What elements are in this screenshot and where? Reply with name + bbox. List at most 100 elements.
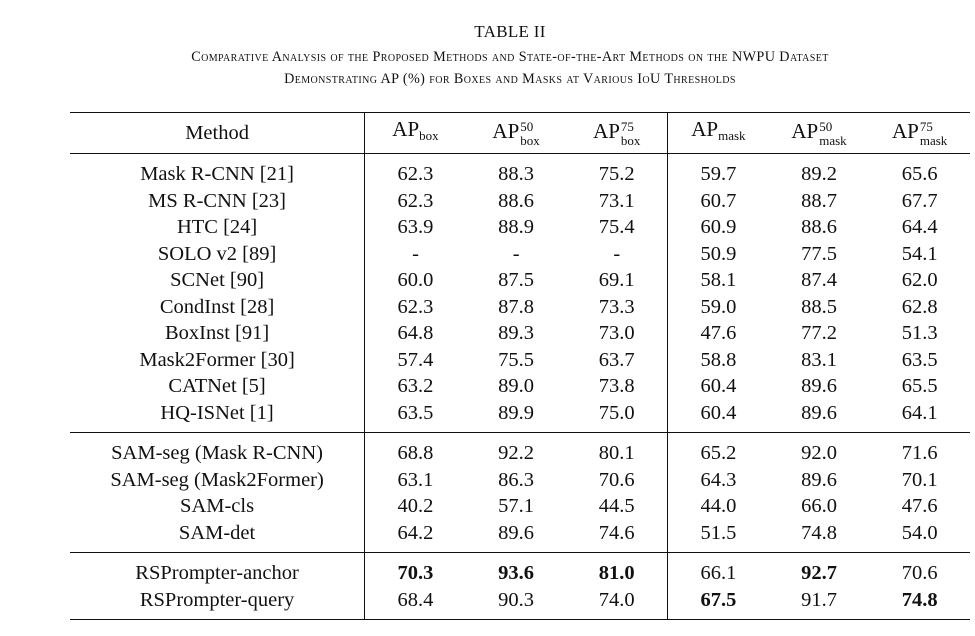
metric-value-cell: 74.0: [566, 586, 669, 620]
metric-value-cell: 65.5: [901, 375, 938, 397]
header-ap50-mask-base: AP: [791, 119, 819, 144]
metric-value-cell: 68.4: [364, 586, 466, 620]
table-row: SAM-cls 40.2 57.1 44.5 44.0 66.0 47.6: [70, 493, 970, 520]
header-ap75-mask-sub: mask: [919, 132, 948, 148]
metric-value-cell: 89.0: [498, 375, 535, 397]
baseline-methods-group: Mask R-CNN [21] 62.3 88.3 75.2 59.7 89.2 65.6 M…: [70, 153, 970, 433]
table-row: SCNet [90] 60.0 87.5 69.1 58.1 87.4 62.0: [70, 267, 970, 294]
method-name-cell: SCNet [90]: [70, 267, 366, 294]
metric-value-cell: 57.4: [397, 348, 434, 371]
metric-value-cell: 73.0: [566, 320, 669, 347]
metric-value-cell: 54.0: [901, 521, 938, 544]
table-row: HQ-ISNet [1] 63.5 89.9 75.0 60.4 89.6 64.1: [70, 399, 970, 433]
header-ap50-mask-sup: 50: [819, 118, 833, 134]
metric-value-cell: 50.9: [700, 242, 737, 265]
metric-value-cell: 83.1: [801, 348, 837, 371]
table-row: SAM-seg (Mask2Former) 63.1 86.3 70.6 64.3 89.…: [70, 466, 970, 493]
metric-value-cell: 59.7: [700, 163, 737, 185]
metric-value-cell: 62.3: [397, 189, 434, 212]
header-ap50-mask-sub: mask: [819, 132, 847, 148]
metric-value-cell: 70.6: [566, 466, 669, 493]
header-ap75-box-sub: box: [620, 132, 641, 148]
metric-value-cell: 68.8: [364, 432, 466, 467]
metric-value-cell: 66.1: [667, 552, 769, 587]
metric-value-cell: 63.5: [901, 348, 938, 371]
metric-value-cell: 88.5: [801, 295, 837, 318]
method-name-cell: RSPrompter-query: [70, 586, 366, 620]
table-caption-line-2: Demonstrating AP (%) for Boxes and Masks…: [284, 71, 736, 87]
table-row: HTC [24] 63.9 88.9 75.4 60.9 88.6 64.4: [70, 214, 970, 241]
metric-value-cell: 44.0: [700, 495, 737, 517]
metric-value-cell: 92.2: [465, 432, 567, 467]
header-ap-mask-sub: mask: [718, 128, 746, 144]
metric-value-cell: 58.1: [700, 269, 737, 291]
metric-value-cell: 87.4: [801, 269, 837, 291]
header-ap75-mask-sup: 75: [919, 118, 933, 134]
metric-value-cell: 60.9: [700, 216, 737, 238]
metric-value-cell: 64.8: [397, 322, 434, 344]
metric-value-cell: 88.9: [498, 216, 535, 238]
table-row: SAM-det 64.2 89.6 74.6 51.5 74.8 54.0: [70, 519, 970, 553]
metric-value-cell: 89.6: [801, 401, 837, 424]
metric-value-cell: 90.3: [465, 586, 567, 620]
results-table: Method APbox AP 50 box AP 75 box APmask AP 50…: [70, 112, 970, 620]
metric-value-cell: 77.2: [801, 322, 837, 344]
header-ap-box-base: AP: [392, 117, 420, 142]
method-name-cell: Mask R-CNN [21]: [70, 153, 366, 188]
metric-value-cell: 64.4: [901, 216, 938, 238]
table-row: RSPrompter-query 68.4 90.3 74.0 67.5 91.7 74.8: [70, 586, 970, 620]
metric-value-cell: 89.6: [801, 375, 837, 397]
method-name-cell: BoxInst [91]: [70, 320, 366, 347]
metric-value-cell: 62.3: [397, 295, 434, 318]
metric-value-cell: 87.5: [498, 269, 535, 291]
metric-value-cell: 47.6: [700, 322, 737, 344]
metric-value-cell: 89.9: [498, 401, 535, 424]
metric-value-cell: 89.3: [498, 322, 535, 344]
table-row: RSPrompter-anchor 70.3 93.6 81.0 66.1 92.7 70.…: [70, 552, 970, 587]
metric-value-cell: 65.6: [901, 163, 938, 185]
metric-value-cell: 65.2: [667, 432, 769, 467]
method-name-cell: HQ-ISNet [1]: [70, 399, 366, 433]
metric-value-cell: 75.0: [566, 399, 669, 433]
metric-value-cell: 63.5: [397, 401, 434, 424]
metric-value-cell: 64.2: [397, 521, 434, 544]
header-ap75-box: AP 75 box: [566, 112, 669, 154]
metric-value-cell: -: [512, 242, 520, 265]
metric-value-cell: 59.0: [700, 295, 737, 318]
header-ap75-box-base: AP: [593, 119, 620, 144]
metric-value-cell: 60.4: [700, 375, 737, 397]
rsprompter-group: RSPrompter-anchor 70.3 93.6 81.0 66.1 92.7 70.…: [70, 552, 970, 620]
table-row: Mask2Former [30] 57.4 75.5 63.7 58.8 83.1 63.5: [70, 346, 970, 373]
metric-value-cell: 47.6: [901, 495, 938, 517]
metric-value-cell: 44.5: [566, 493, 669, 520]
metric-value-cell: 51.5: [700, 521, 737, 544]
metric-value-cell: 74.6: [566, 519, 669, 553]
metric-value-cell: 70.6: [869, 552, 970, 587]
metric-value-cell: 89.6: [801, 468, 837, 491]
table-row: CondInst [28] 62.3 87.8 73.3 59.0 88.5 62.8: [70, 293, 970, 320]
metric-value-cell: 91.7: [768, 586, 870, 620]
header-ap50-box: AP 50 box: [465, 112, 567, 154]
table-header: Method APbox AP 50 box AP 75 box APmask AP 50…: [70, 112, 970, 154]
header-ap50-box-sup: 50: [520, 118, 534, 134]
method-name-cell: HTC [24]: [70, 214, 366, 241]
metric-value-cell: -: [566, 240, 669, 267]
metric-value-cell: 77.5: [801, 242, 837, 265]
metric-value-cell: -: [412, 242, 419, 265]
metric-value-cell: 71.6: [869, 432, 970, 467]
metric-value-cell: 66.0: [801, 495, 837, 517]
table-row: BoxInst [91] 64.8 89.3 73.0 47.6 77.2 51.3: [70, 320, 970, 347]
table-number: TABLE II: [474, 22, 546, 41]
metric-value-cell: 73.3: [566, 293, 669, 320]
header-ap-box-sub: box: [419, 128, 439, 144]
metric-value-cell: 70.3: [364, 552, 466, 587]
table-row: SOLO v2 [89] - - - 50.9 77.5 54.1: [70, 240, 970, 267]
metric-value-cell: 93.6: [465, 552, 567, 587]
table-row: MS R-CNN [23] 62.3 88.6 73.1 60.7 88.7 67.7: [70, 187, 970, 214]
metric-value-cell: 63.1: [397, 468, 434, 491]
metric-value-cell: 69.1: [566, 267, 669, 294]
metric-value-cell: 70.1: [901, 468, 938, 491]
metric-value-cell: 88.6: [801, 216, 837, 238]
metric-value-cell: 89.6: [498, 521, 535, 544]
